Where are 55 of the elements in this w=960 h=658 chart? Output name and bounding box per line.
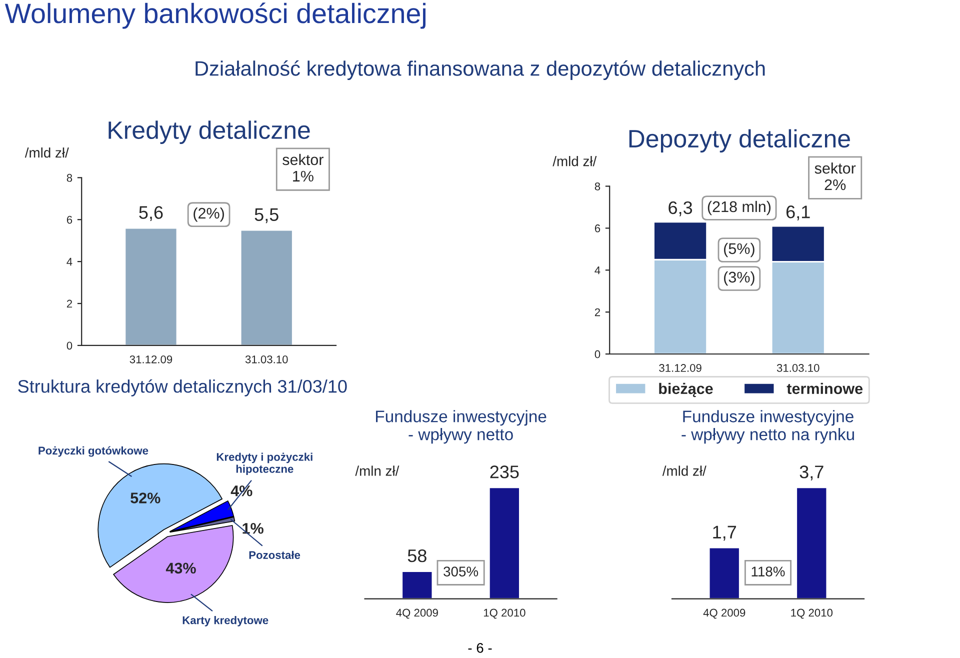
text: - 6 -	[468, 643, 492, 653]
x-tick-label: 31.03.10	[245, 355, 288, 364]
data-label: 1%	[242, 523, 264, 534]
total-label: 6,3	[668, 201, 692, 216]
data-label: 52%	[130, 492, 160, 504]
data-label: 43%	[166, 562, 196, 574]
text: Wolumeny bankowości detalicznej	[4, 2, 426, 29]
annotation: 118%	[752, 566, 785, 576]
chart-title: Fundusze inwestycyjne - wpływy netto na rynku	[682, 410, 854, 444]
slice-label: Pożyczki gotówkowe	[38, 446, 148, 457]
data-label: 235	[490, 466, 519, 478]
y-axis-title: /mld zł/	[662, 466, 706, 476]
y-axis-title: /mld zł/	[24, 147, 69, 158]
y-axis-title: /mln zł/	[355, 466, 400, 476]
x-tick-label: 1Q 2010	[791, 608, 833, 619]
x-tick-label: 31.03.10	[776, 364, 820, 372]
annotation: 305%	[444, 566, 478, 576]
chart-title: Struktura kredytów detalicznych 31/03/10	[18, 379, 347, 396]
annotation: sektor 2%	[814, 162, 856, 190]
chart-title: Depozyty detaliczne	[629, 129, 850, 153]
slice-label: Pozostałe	[249, 550, 300, 559]
data-label: 5,6	[139, 206, 163, 222]
y-tick-label: 2	[66, 300, 72, 308]
legend-label: bieżące	[659, 382, 713, 398]
y-tick-label: 4	[66, 258, 72, 266]
annotation: (3%)	[724, 271, 754, 286]
y-tick-label: 2	[594, 308, 600, 316]
chart-title: Fundusze inwestycyjne - wpływy netto	[376, 410, 546, 444]
annotation: (5%)	[724, 242, 754, 258]
annotation: (2%)	[194, 207, 224, 222]
y-axis-title: /mld zł/	[552, 156, 597, 166]
chart-title: Kredyty detaliczne	[108, 120, 310, 144]
total-label: 6,1	[786, 206, 810, 220]
y-tick-label: 4	[594, 266, 600, 274]
y-tick-label: 8	[66, 174, 72, 182]
text: Działalność kredytowa finansowana z depozytów detalicznych	[196, 60, 765, 80]
y-tick-label: 8	[594, 182, 600, 190]
x-tick-label: 4Q 2009	[396, 608, 438, 619]
slice-label: Kredyty i pożyczki hipoteczne	[216, 452, 312, 476]
legend-label: terminowe	[786, 382, 863, 394]
y-tick-label: 6	[66, 216, 72, 224]
data-label: 58	[408, 549, 426, 562]
y-tick-label: 0	[594, 350, 600, 358]
slice-label: Karty kredytowe	[182, 616, 268, 626]
x-tick-label: 1Q 2010	[484, 608, 526, 619]
y-tick-label: 0	[66, 342, 72, 350]
annotation: sektor 1%	[282, 154, 324, 182]
annotation: (218 mln)	[708, 200, 771, 216]
x-tick-label: 4Q 2009	[703, 608, 746, 619]
data-label: 3,7	[800, 466, 824, 480]
data-label: 1,7	[713, 526, 736, 541]
data-label: 5,5	[254, 208, 278, 224]
x-tick-label: 31.12.09	[130, 355, 172, 364]
x-tick-label: 31.12.09	[659, 364, 702, 372]
y-tick-label: 6	[594, 224, 600, 232]
